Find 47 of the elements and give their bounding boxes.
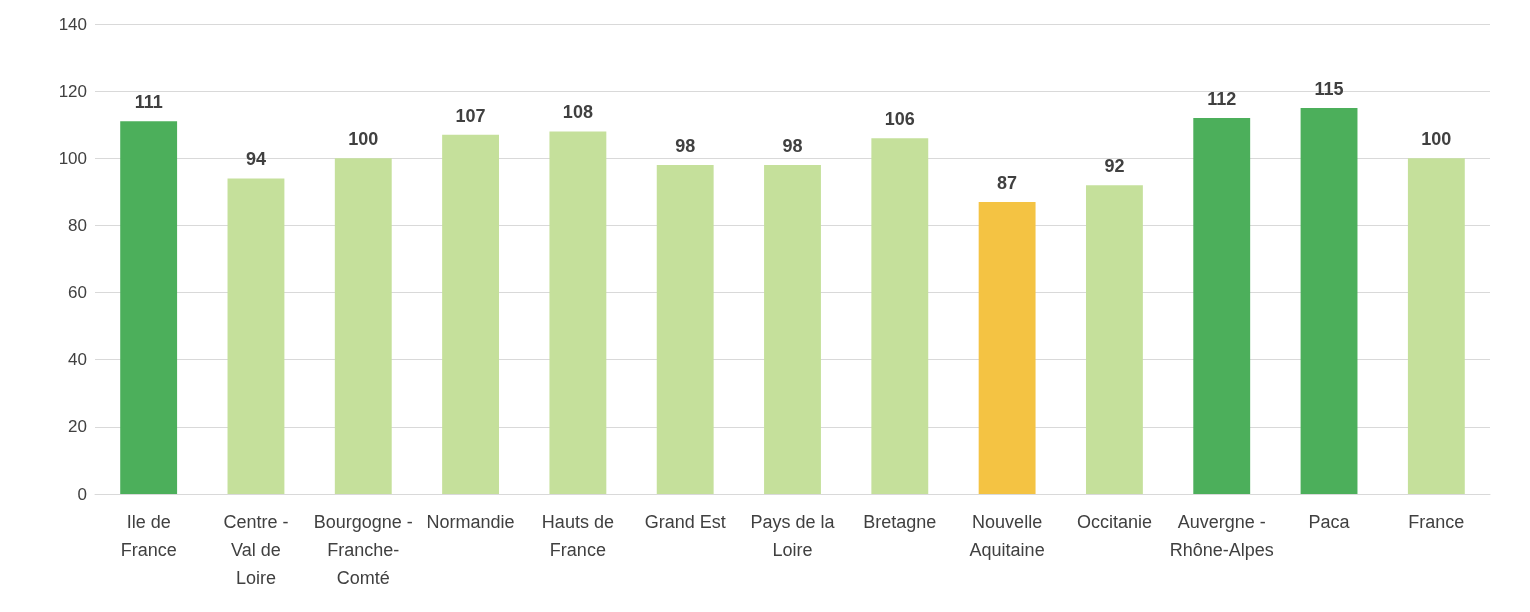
x-tick-label: Hauts de France	[541, 512, 614, 560]
x-tick-label: Auvergne - Rhône-Alpes	[1169, 512, 1274, 560]
y-tick-label: 0	[77, 484, 87, 504]
bar	[1300, 107, 1358, 494]
y-tick-label: 100	[58, 148, 87, 168]
bar	[227, 178, 285, 494]
data-label: 87	[997, 172, 1018, 193]
data-label: 108	[562, 102, 593, 123]
data-label: 106	[884, 109, 915, 130]
x-tick-label: Grand Est	[644, 512, 726, 532]
data-label: 98	[782, 136, 803, 156]
y-tick-label: 60	[68, 283, 87, 303]
data-label: 112	[1207, 89, 1237, 109]
x-tick-label: Occitanie	[1076, 512, 1152, 532]
x-tick-label: Paca	[1308, 512, 1351, 532]
x-tick-label: Normandie	[426, 512, 515, 532]
y-tick-label: 80	[68, 215, 87, 235]
x-tick-label: France	[1408, 512, 1465, 532]
data-label: 115	[1314, 78, 1344, 99]
data-label: 100	[348, 129, 379, 150]
y-tick-label: 120	[58, 81, 87, 101]
bar	[1193, 118, 1251, 494]
data-label: 92	[1104, 156, 1125, 177]
bar	[764, 165, 821, 494]
x-tick-label: Centre - Val de Loire	[223, 512, 289, 588]
bar	[334, 158, 392, 494]
data-label: 98	[675, 136, 696, 156]
x-tick-label: Pays de la Loire	[750, 512, 836, 560]
bar	[549, 131, 607, 494]
data-label: 111	[134, 92, 163, 113]
y-tick-label: 20	[68, 417, 87, 437]
data-label: 100	[1421, 129, 1452, 150]
bar	[656, 165, 714, 494]
bar	[871, 138, 929, 494]
y-tick-label: 40	[68, 350, 87, 370]
bar	[442, 134, 500, 494]
bar	[978, 201, 1036, 494]
y-tick-label: 140	[58, 14, 87, 34]
x-tick-label: Bourgogne - Franche-Comté	[313, 512, 413, 588]
bar	[120, 121, 178, 494]
bar	[1407, 158, 1465, 494]
x-tick-label: Ile de France	[120, 512, 177, 560]
x-tick-label: Bretagne	[863, 512, 937, 532]
bar	[1085, 185, 1143, 494]
x-tick-label: Nouvelle Aquitaine	[969, 512, 1045, 560]
data-label: 94	[245, 149, 266, 170]
data-label: 107	[455, 105, 486, 126]
